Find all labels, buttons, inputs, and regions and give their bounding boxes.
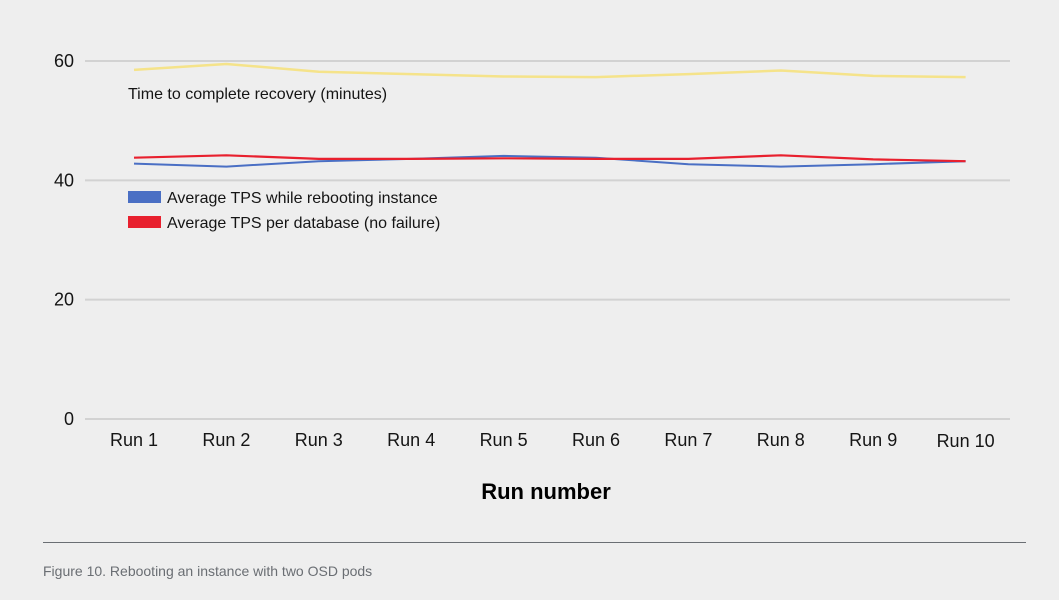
series-lines (133, 62, 966, 168)
legend-swatch-tps-rebooting (128, 191, 161, 203)
y-tick-label: 40 (54, 170, 74, 190)
series-line-0 (133, 62, 966, 79)
grid-lines (85, 60, 1010, 420)
x-tick-label: Run 3 (295, 430, 343, 450)
x-tick-label: Run 2 (202, 430, 250, 450)
x-tick-label: Run 5 (480, 430, 528, 450)
y-axis-tick-labels: 0 20 40 60 (54, 51, 74, 429)
x-tick-label: Run 6 (572, 430, 620, 450)
y-tick-label: 0 (64, 409, 74, 429)
series-label-recovery-time: Time to complete recovery (minutes) (128, 86, 387, 103)
x-tick-label: Run 10 (937, 431, 995, 451)
x-tick-label: Run 9 (849, 430, 897, 450)
y-tick-label: 20 (54, 290, 74, 310)
series-line-2 (133, 154, 966, 163)
caption-divider (43, 542, 1026, 543)
x-tick-label: Run 1 (110, 430, 158, 450)
legend-label-tps-no-failure: Average TPS per database (no failure) (167, 215, 440, 232)
figure-caption: Figure 10. Rebooting an instance with tw… (43, 563, 373, 579)
x-tick-label: Run 8 (757, 430, 805, 450)
series-line-1 (133, 154, 966, 168)
x-tick-label: Run 4 (387, 430, 435, 450)
legend-label-tps-rebooting: Average TPS while rebooting instance (167, 190, 438, 207)
legend: Average TPS while rebooting instance Ave… (128, 190, 440, 232)
x-axis-title: Run number (481, 479, 611, 504)
legend-swatch-tps-no-failure (128, 216, 161, 228)
y-tick-label: 60 (54, 51, 74, 71)
x-axis-tick-labels: Run 1 Run 2 Run 3 Run 4 Run 5 Run 6 Run 7 Run 8… (110, 430, 995, 451)
x-tick-label: Run 7 (664, 430, 712, 450)
